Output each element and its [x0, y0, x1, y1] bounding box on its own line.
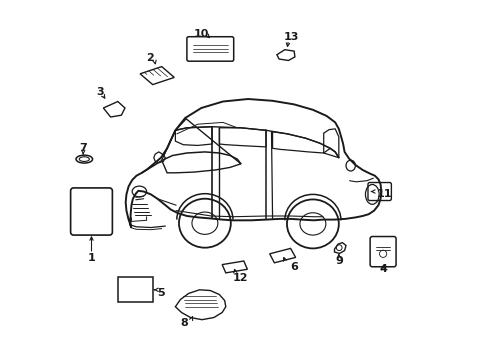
- Polygon shape: [153, 152, 165, 163]
- Text: 4: 4: [378, 264, 386, 274]
- Text: 12: 12: [232, 273, 247, 283]
- Text: 6: 6: [290, 262, 298, 272]
- Text: 2: 2: [146, 53, 154, 63]
- Text: 1: 1: [87, 253, 95, 263]
- Text: 8: 8: [180, 318, 187, 328]
- Text: 3: 3: [96, 87, 103, 97]
- Text: 11: 11: [376, 189, 391, 199]
- Text: 7: 7: [79, 143, 87, 153]
- Text: 13: 13: [283, 32, 298, 42]
- Text: 10: 10: [193, 29, 208, 39]
- Text: 9: 9: [334, 256, 342, 266]
- Text: 5: 5: [157, 288, 164, 298]
